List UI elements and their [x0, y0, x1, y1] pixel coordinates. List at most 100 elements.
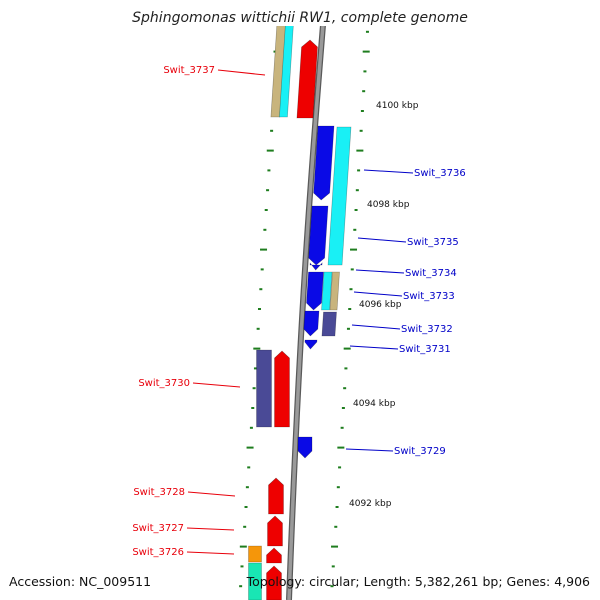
gene-slate-3730	[256, 349, 272, 428]
gene-label-swit-3726: Swit_3726	[132, 547, 184, 558]
gene-swit-3727	[267, 515, 283, 547]
scale-label: 4100 kbp	[376, 101, 419, 111]
left-tick	[259, 288, 263, 291]
gene-swit-3733	[306, 271, 324, 311]
gene-swit-3737	[296, 39, 318, 119]
gene-label-swit-3728: Swit_3728	[133, 487, 185, 498]
gene-swit-3732	[303, 310, 320, 337]
right-tick	[336, 486, 340, 489]
gene-swit-3728	[268, 477, 284, 515]
left-tick	[249, 426, 253, 429]
genome-backbone	[286, 0, 328, 600]
left-tick	[251, 407, 255, 409]
right-tick	[356, 149, 364, 152]
right-tick	[335, 506, 339, 508]
accession-text: Accession: NC_009511	[9, 574, 151, 589]
right-tick	[353, 228, 357, 231]
right-tick	[362, 50, 370, 53]
left-tick	[266, 189, 270, 192]
leader-line	[345, 448, 394, 452]
gene-label-swit-3727: Swit_3727	[132, 523, 184, 534]
right-tick	[355, 189, 359, 192]
left-tick	[247, 466, 251, 469]
leader-line	[351, 324, 401, 330]
gene-label-swit-3733: Swit_3733	[403, 291, 455, 302]
right-tick	[357, 169, 361, 172]
gene-cyan-3736-3735	[327, 126, 352, 266]
left-tick	[256, 327, 260, 330]
right-tick	[337, 446, 345, 449]
right-tick	[359, 129, 363, 132]
scale-label: 4096 kbp	[359, 300, 402, 310]
leader-line	[217, 69, 266, 76]
gene-features	[248, 0, 352, 600]
gene-label-swit-3732: Swit_3732	[401, 324, 453, 335]
gene-label-swit-3729: Swit_3729	[394, 446, 446, 457]
right-tick	[340, 426, 344, 429]
label-leader-lines	[186, 69, 414, 555]
right-tick	[343, 347, 351, 350]
leader-line	[186, 527, 235, 531]
gene-cyan-3734	[321, 271, 333, 311]
right-tick	[354, 209, 358, 211]
right-tick	[348, 308, 352, 310]
scale-label: 4098 kbp	[367, 200, 410, 210]
gene-swit-3735	[308, 205, 329, 266]
left-tick	[257, 308, 261, 310]
title-background	[0, 0, 600, 26]
gene-tan-3733	[329, 271, 340, 311]
left-tick	[263, 228, 267, 231]
left-tick	[264, 209, 268, 211]
leader-line	[192, 382, 241, 388]
topology-text: Topology: circular; Length: 5,382,261 bp…	[246, 574, 590, 589]
right-tick	[360, 110, 364, 112]
right-tick	[346, 327, 350, 330]
gene-label-swit-3736: Swit_3736	[414, 168, 466, 179]
gene-swit-3730	[274, 350, 290, 428]
left-tick	[239, 545, 247, 548]
leader-line	[363, 169, 414, 174]
left-tick	[239, 585, 243, 588]
leader-line	[187, 491, 236, 497]
gene-label-swit-3731: Swit_3731	[399, 344, 451, 355]
left-tick	[244, 506, 248, 508]
gene-cyan-3737-region	[279, 0, 296, 118]
left-tick	[267, 169, 271, 172]
gene-swit-3731	[304, 339, 318, 350]
right-tick	[350, 248, 358, 251]
right-tick	[343, 387, 347, 390]
leader-line	[355, 269, 405, 274]
gene-labels: Swit_3737 Swit_3730 Swit_3728 Swit_3727 Swit…	[132, 65, 465, 558]
gene-label-swit-3737: Swit_3737	[163, 65, 215, 76]
right-tick	[350, 268, 354, 271]
gene-label-swit-3735: Swit_3735	[407, 237, 459, 248]
right-tick	[330, 585, 334, 588]
right-tick	[363, 70, 367, 73]
left-tick	[260, 248, 268, 251]
left-tick	[270, 129, 274, 132]
left-tick	[245, 486, 249, 489]
gene-orange-3726	[248, 545, 262, 563]
right-tick	[362, 90, 366, 93]
gene-swit-3734	[309, 262, 323, 271]
right-tick	[349, 288, 353, 291]
leader-line	[349, 345, 399, 350]
gene-red-bottom	[266, 565, 282, 600]
right-tick	[331, 565, 335, 568]
gene-label-swit-3734: Swit_3734	[405, 268, 457, 279]
gene-swit-3726	[266, 547, 282, 564]
left-tick	[253, 347, 261, 350]
left-tick	[246, 446, 254, 449]
gene-swit-3736	[313, 125, 335, 201]
right-tick	[344, 367, 348, 370]
right-tick	[341, 407, 345, 409]
leader-line	[186, 551, 235, 555]
leader-line	[353, 291, 403, 297]
gene-teal-bottom	[248, 562, 262, 600]
right-tick	[365, 30, 369, 33]
right-tick	[331, 545, 339, 548]
right-tick	[334, 525, 338, 528]
gene-swit-3729	[297, 436, 313, 459]
